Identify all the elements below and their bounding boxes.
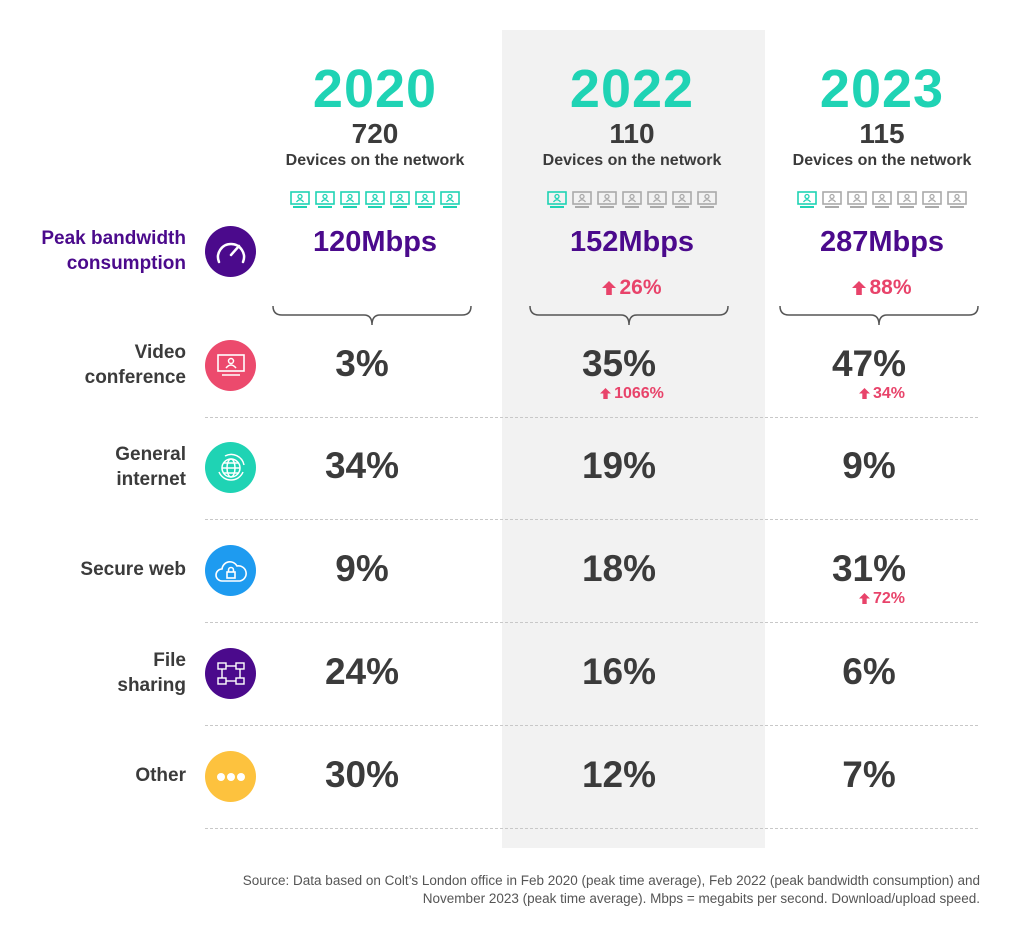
row-separator [205, 828, 978, 829]
highlight-column-2022 [502, 30, 765, 848]
row-label: Secure web [80, 559, 186, 580]
devices-label: Devices on the network [792, 152, 972, 169]
device-inactive-icon [572, 191, 592, 214]
cell-change: 1066% [502, 385, 762, 403]
device-inactive-icon [622, 191, 642, 214]
cell-change-text: 72% [872, 590, 906, 607]
peak-bandwidth-value: 120Mbps [312, 226, 438, 258]
row-label: Video conferenceVideoconference [84, 342, 186, 388]
row-separator [205, 622, 978, 623]
cell-value: 31% [831, 548, 907, 589]
device-inactive-icon [597, 191, 617, 214]
device-active-icon [390, 191, 410, 214]
device-active-icon [290, 191, 310, 214]
device-active-icon [440, 191, 460, 214]
cell-value: 7% [842, 754, 896, 795]
cell-value: 24% [324, 651, 400, 692]
row-label: Other [135, 765, 186, 786]
device-active-icon [797, 191, 817, 214]
cell-change: 34% [752, 385, 1012, 403]
cell-value: 35% [581, 343, 657, 384]
device-active-icon [340, 191, 360, 214]
source-note: Source: Data based on Colt’s London offi… [242, 873, 980, 906]
device-inactive-icon [847, 191, 867, 214]
device-count: 110 [609, 118, 655, 149]
row-separator [205, 519, 978, 520]
devices-label: Devices on the network [542, 152, 722, 169]
cell-value: 47% [831, 343, 907, 384]
speedometer-icon [205, 226, 256, 277]
device-active-icon [547, 191, 567, 214]
peak-bandwidth-value: 287Mbps [819, 226, 945, 258]
device-inactive-icon [647, 191, 667, 214]
device-inactive-icon [822, 191, 842, 214]
cell-value: 12% [581, 754, 657, 795]
peak-change: 88% [752, 276, 1012, 300]
cloud-lock-icon [205, 545, 256, 596]
device-inactive-icon [947, 191, 967, 214]
cell-value: 3% [335, 343, 389, 384]
network-icon [205, 648, 256, 699]
cell-change-text: 1066% [614, 385, 664, 402]
device-count: 720 [351, 118, 399, 149]
year-heading: 2023 [819, 59, 945, 119]
peak-change: 26% [502, 276, 762, 300]
globe-icon [205, 442, 256, 493]
row-label: General internetGeneralinternet [115, 444, 186, 490]
peak-change-text: 26% [619, 276, 662, 299]
device-active-icon [415, 191, 435, 214]
row-separator [205, 417, 978, 418]
devices-label: Devices on the network [285, 152, 465, 169]
peak-bandwidth-label: Peak bandwidth consumption [41, 228, 186, 274]
year-heading: 2020 [312, 59, 438, 119]
more-icon [205, 751, 256, 802]
cell-value: 34% [324, 445, 400, 486]
cell-value: 19% [581, 445, 657, 486]
year-heading: 2022 [569, 59, 695, 119]
cell-value: 30% [324, 754, 400, 795]
device-inactive-icon [922, 191, 942, 214]
device-inactive-icon [897, 191, 917, 214]
cell-change: 72% [752, 590, 1012, 608]
cell-value: 16% [581, 651, 657, 692]
cell-value: 6% [842, 651, 896, 692]
cell-value: 9% [842, 445, 896, 486]
device-inactive-icon [672, 191, 692, 214]
column-brace [779, 305, 979, 332]
column-brace [529, 305, 729, 332]
device-icons [752, 191, 1012, 214]
device-icons [502, 191, 762, 214]
cell-value: 9% [335, 548, 389, 589]
peak-change-text: 88% [869, 276, 912, 299]
cell-change-text: 34% [872, 385, 906, 402]
row-label: File sharingFilesharing [117, 650, 186, 696]
cell-value: 18% [581, 548, 657, 589]
device-count: 115 [859, 118, 905, 149]
video-conference-icon [205, 340, 256, 391]
device-inactive-icon [697, 191, 717, 214]
column-brace [272, 305, 472, 332]
device-icons [245, 191, 505, 214]
device-active-icon [365, 191, 385, 214]
device-active-icon [315, 191, 335, 214]
peak-bandwidth-value: 152Mbps [569, 226, 695, 258]
device-inactive-icon [872, 191, 892, 214]
row-separator [205, 725, 978, 726]
